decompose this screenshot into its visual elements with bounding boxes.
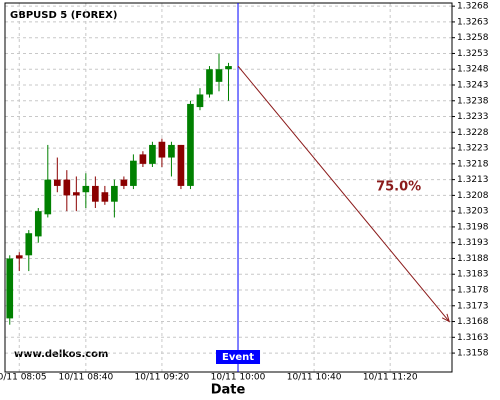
y-tick-label: 1.3268 xyxy=(457,2,489,12)
chart-title: GBPUSD 5 (FOREX) xyxy=(10,10,117,21)
y-tick-label: 1.3198 xyxy=(457,222,489,232)
candle-body xyxy=(177,144,185,186)
y-tick-label: 1.3253 xyxy=(457,49,489,59)
x-tick-label: 10/11 08:05 xyxy=(0,373,47,383)
x-tick-label: 10/11 10:40 xyxy=(287,373,342,383)
y-tick-label: 1.3248 xyxy=(457,65,489,75)
y-tick-label: 1.3163 xyxy=(457,333,489,343)
candle-body xyxy=(44,179,52,215)
x-axis-label: Date xyxy=(211,383,246,398)
y-tick-label: 1.3188 xyxy=(457,254,489,264)
y-tick-label: 1.3238 xyxy=(457,96,489,106)
y-tick-label: 1.3158 xyxy=(457,349,489,359)
candle-body xyxy=(187,103,194,186)
candle-body xyxy=(225,66,232,70)
candle-body xyxy=(149,144,156,164)
y-tick-label: 1.3208 xyxy=(457,191,489,201)
candle-body xyxy=(158,141,166,158)
x-tick-label: 10/11 11:20 xyxy=(363,373,418,383)
y-tick-label: 1.3203 xyxy=(457,207,489,217)
watermark: www.delkos.com xyxy=(14,349,108,360)
y-tick-label: 1.3233 xyxy=(457,112,489,122)
x-tick-label: 10/11 09:20 xyxy=(135,373,190,383)
forecast-arrowhead xyxy=(441,313,451,323)
candle-body xyxy=(206,69,213,95)
y-tick-label: 1.3168 xyxy=(457,317,489,327)
candle-body xyxy=(130,160,137,186)
candle-body xyxy=(6,258,14,319)
candle-body xyxy=(53,179,61,186)
forecast-arrow xyxy=(237,65,450,322)
candle-body xyxy=(168,144,175,158)
plot-frame xyxy=(4,2,453,373)
y-tick-label: 1.3223 xyxy=(457,144,489,154)
candle-body xyxy=(120,179,128,186)
candle-body xyxy=(25,233,33,256)
y-tick-label: 1.3243 xyxy=(457,81,489,91)
candle-body xyxy=(15,255,23,259)
y-tick-label: 1.3173 xyxy=(457,301,489,311)
candle-body xyxy=(63,179,71,196)
x-tick-label: 10/11 08:40 xyxy=(58,373,113,383)
y-tick-label: 1.3178 xyxy=(457,286,489,296)
candle-body xyxy=(34,211,42,237)
y-tick-label: 1.3218 xyxy=(457,159,489,169)
y-tick-label: 1.3258 xyxy=(457,33,489,43)
candle-body xyxy=(196,94,204,108)
event-box xyxy=(216,350,261,364)
y-tick-label: 1.3183 xyxy=(457,270,489,280)
candle-body xyxy=(92,185,99,202)
y-tick-label: 1.3213 xyxy=(457,175,489,185)
y-tick-label: 1.3263 xyxy=(457,17,489,27)
candle-body xyxy=(139,154,147,164)
y-tick-label: 1.3228 xyxy=(457,128,489,138)
event-label: Event xyxy=(222,352,254,363)
candle-body xyxy=(101,192,109,202)
y-tick-label: 1.3193 xyxy=(457,238,489,248)
x-tick-label: 10/11 10:00 xyxy=(211,373,266,383)
forecast-label: 75.0% xyxy=(376,179,421,194)
candle-body xyxy=(215,69,223,82)
candle-body xyxy=(111,185,118,202)
candle-body xyxy=(73,192,80,196)
candle-body xyxy=(82,185,90,193)
